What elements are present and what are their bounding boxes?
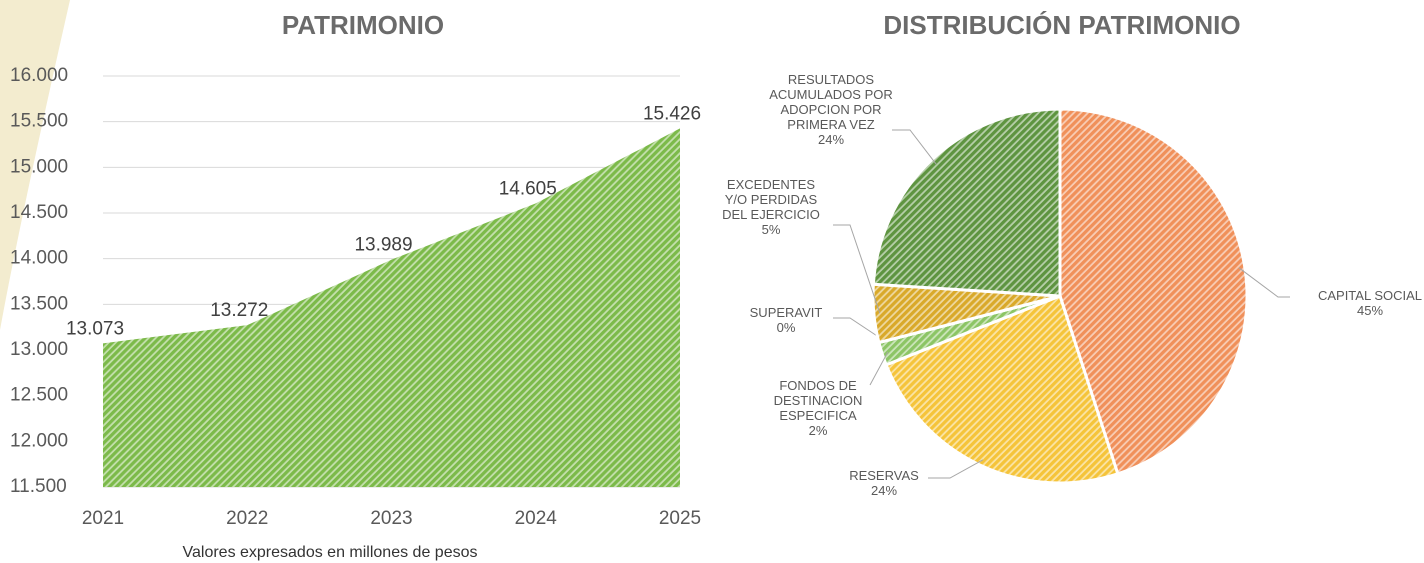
slice-value: 5% <box>761 222 781 237</box>
y-tick-label: 12.000 <box>10 430 68 451</box>
chart-title: DISTRIBUCIÓN PATRIMONIO <box>883 10 1240 40</box>
slice-name: RESERVAS <box>849 468 919 483</box>
slice-name: FONDOS DE DESTINACION ESPECIFICA <box>773 378 863 423</box>
chart-title: PATRIMONIO <box>282 10 444 40</box>
leader-line <box>869 351 889 386</box>
slice-name: EXCEDENTES Y/O PERDIDAS DEL EJERCICIO <box>722 177 820 222</box>
slice-label: SUPERAVIT 0% <box>741 305 831 335</box>
data-label: 13.272 <box>210 300 268 321</box>
slice-label: RESULTADOS ACUMULADOS POR ADOPCION POR P… <box>766 72 896 147</box>
data-label: 13.073 <box>66 318 124 339</box>
leader-line <box>833 224 881 314</box>
leader-line <box>892 129 937 165</box>
data-label: 13.989 <box>354 235 412 256</box>
y-tick-label: 12.500 <box>10 385 68 406</box>
slice-value: 24% <box>817 132 845 147</box>
background-shape <box>0 0 70 330</box>
slice-label: RESERVAS 24% <box>839 468 929 498</box>
x-tick-label: 2021 <box>82 508 124 529</box>
pie-slice <box>871 107 1062 298</box>
slice-name: SUPERAVIT <box>749 305 823 320</box>
data-label: 15.426 <box>643 103 701 124</box>
y-tick-label: 15.000 <box>10 156 68 177</box>
leader-line <box>1238 267 1290 298</box>
slice-value: 45% <box>1356 303 1384 318</box>
y-tick-label: 14.500 <box>10 202 68 223</box>
y-tick-label: 13.000 <box>10 339 68 360</box>
x-tick-label: 2024 <box>515 508 558 529</box>
leader-line <box>928 459 984 479</box>
slice-label: CAPITAL SOCIAL 45% <box>1305 288 1424 318</box>
pie-slice <box>1058 107 1249 476</box>
slice-label: FONDOS DE DESTINACION ESPECIFICA 2% <box>768 378 868 438</box>
y-tick-label: 15.500 <box>10 111 68 132</box>
y-tick-label: 13.500 <box>10 293 68 314</box>
slice-label: EXCEDENTES Y/O PERDIDAS DEL EJERCICIO 5% <box>716 177 826 237</box>
x-tick-label: 2022 <box>226 508 268 529</box>
slice-value: 0% <box>776 320 796 335</box>
caption: Valores expresados en millones de pesos <box>183 544 478 561</box>
data-label: 14.605 <box>499 178 557 199</box>
y-tick-label: 11.500 <box>10 476 67 497</box>
y-tick-label: 16.000 <box>10 65 68 86</box>
slice-value: 24% <box>870 483 898 498</box>
slice-value: 2% <box>808 423 828 438</box>
area <box>103 128 680 487</box>
x-tick-label: 2023 <box>370 508 412 529</box>
x-tick-label: 2025 <box>659 508 701 529</box>
leader-line <box>833 317 885 342</box>
y-tick-label: 14.000 <box>10 248 68 269</box>
slice-name: RESULTADOS ACUMULADOS POR ADOPCION POR P… <box>769 72 893 132</box>
slice-name: CAPITAL SOCIAL <box>1317 288 1423 303</box>
